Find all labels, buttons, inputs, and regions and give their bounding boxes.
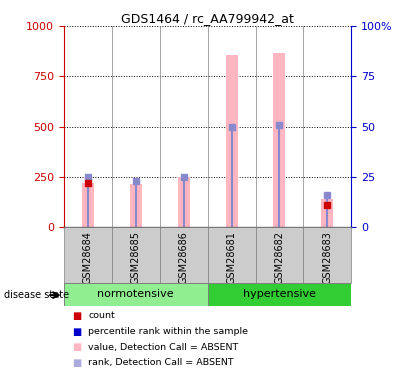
Bar bbox=[303, 227, 351, 283]
Bar bbox=[82, 183, 94, 227]
Bar bbox=[256, 227, 303, 283]
Text: GSM28682: GSM28682 bbox=[275, 231, 284, 284]
Text: count: count bbox=[88, 311, 115, 320]
Bar bbox=[273, 53, 286, 227]
Bar bbox=[64, 227, 112, 283]
Title: GDS1464 / rc_AA799942_at: GDS1464 / rc_AA799942_at bbox=[121, 12, 294, 25]
Bar bbox=[159, 227, 208, 283]
Bar bbox=[112, 227, 159, 283]
Bar bbox=[178, 177, 189, 227]
Text: rank, Detection Call = ABSENT: rank, Detection Call = ABSENT bbox=[88, 358, 234, 368]
Text: value, Detection Call = ABSENT: value, Detection Call = ABSENT bbox=[88, 343, 239, 352]
Text: GSM28681: GSM28681 bbox=[226, 231, 236, 284]
Bar bbox=[208, 227, 256, 283]
Text: hypertensive: hypertensive bbox=[243, 290, 316, 299]
Bar bbox=[226, 55, 238, 227]
Text: GSM28684: GSM28684 bbox=[83, 231, 92, 284]
Text: GSM28686: GSM28686 bbox=[179, 231, 189, 284]
Text: ■: ■ bbox=[72, 342, 81, 352]
Bar bbox=[64, 283, 208, 306]
Text: ■: ■ bbox=[72, 327, 81, 336]
Bar bbox=[208, 283, 351, 306]
Text: ■: ■ bbox=[72, 311, 81, 321]
Text: ■: ■ bbox=[72, 358, 81, 368]
Bar bbox=[321, 199, 333, 227]
Text: GSM28683: GSM28683 bbox=[323, 231, 332, 284]
Text: GSM28685: GSM28685 bbox=[131, 231, 141, 284]
Text: disease state: disease state bbox=[4, 290, 69, 300]
Bar bbox=[129, 184, 142, 227]
Text: percentile rank within the sample: percentile rank within the sample bbox=[88, 327, 248, 336]
Text: normotensive: normotensive bbox=[97, 290, 174, 299]
